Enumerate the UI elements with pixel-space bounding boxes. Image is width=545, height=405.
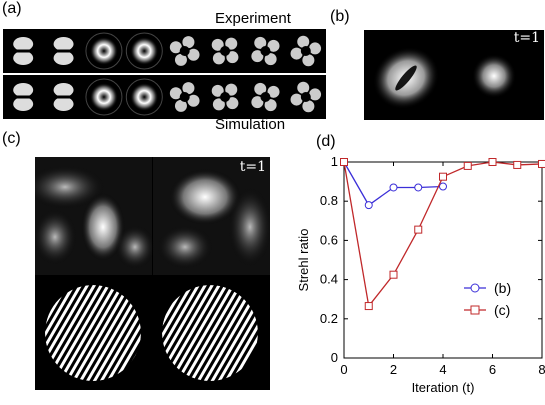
x-tick-label: 4 [439,362,446,377]
data-point [439,172,447,181]
data-point [488,158,497,166]
data-point [389,183,398,192]
panel-d-label: (d) [316,133,336,150]
data-point [364,201,373,210]
experiment-beam-frames [11,32,322,70]
plot-frame [343,161,543,359]
y-tick-label: 1 [331,154,338,169]
x-tick-label: 8 [538,362,545,377]
data-point [439,182,447,191]
experiment-strip [3,29,326,73]
y-tick-label: 0.4 [320,272,338,287]
x-axis-label: Iteration (t) [412,380,475,395]
simulation-strip [3,75,326,119]
simulation-beam-frames [11,78,322,116]
beam-frame [211,37,239,65]
data-point [414,225,423,234]
panel-c-field-and-holograms [25,157,272,390]
beam-frame [125,32,163,70]
beam-frame [51,37,76,65]
beam-frame [11,37,36,65]
legend-label: (c) [494,302,510,318]
data-point [340,158,348,166]
legend-marker [470,305,480,315]
panel-b-image: t=1 [364,30,544,120]
legend-label: (b) [494,280,511,296]
strehl-ratio-chart: 0 0.2 0.4 0.6 0.8 1 0 2 4 6 8 Iteration (t) Strehl r… [296,154,545,395]
beam-frame [85,32,123,70]
panel-b-label: (b) [330,8,350,25]
panel-c-label: (c) [2,130,21,147]
beam-frame [290,35,322,67]
beam-frame [251,82,280,112]
beam-frame [85,78,123,116]
data-point [463,161,472,170]
y-tick-label: 0.6 [320,232,338,247]
panel-a-label: (a) [2,0,22,17]
simulation-label: Simulation [215,116,286,133]
x-tick-label: 6 [489,362,496,377]
data-point [513,160,522,169]
x-tick-label: 0 [340,362,347,377]
beam-frame [169,36,200,66]
y-axis-label: Strehl ratio [296,229,311,292]
data-point [414,183,423,192]
data-point [389,270,398,279]
data-point [538,159,545,168]
y-tick-label: 0 [331,350,338,365]
beam-frame [251,36,280,66]
x-tick-label: 2 [390,362,397,377]
data-point [364,302,373,311]
y-tick-label: 0.2 [320,311,338,326]
beam-frame [11,83,36,111]
experiment-label: Experiment [215,10,291,27]
legend-marker [470,283,480,293]
beam-frame [125,78,163,116]
panel-c-image: t=1 [25,157,272,390]
beam-frame [169,82,200,112]
beam-frame [51,83,76,111]
beam-frame [211,83,239,111]
panel-b-beam-pair [372,46,516,110]
panel-b-time-label: t=1 [513,30,540,46]
beam-frame [290,81,322,113]
y-tick-label: 0.8 [320,193,338,208]
panel-c-time-label: t=1 [239,159,266,175]
